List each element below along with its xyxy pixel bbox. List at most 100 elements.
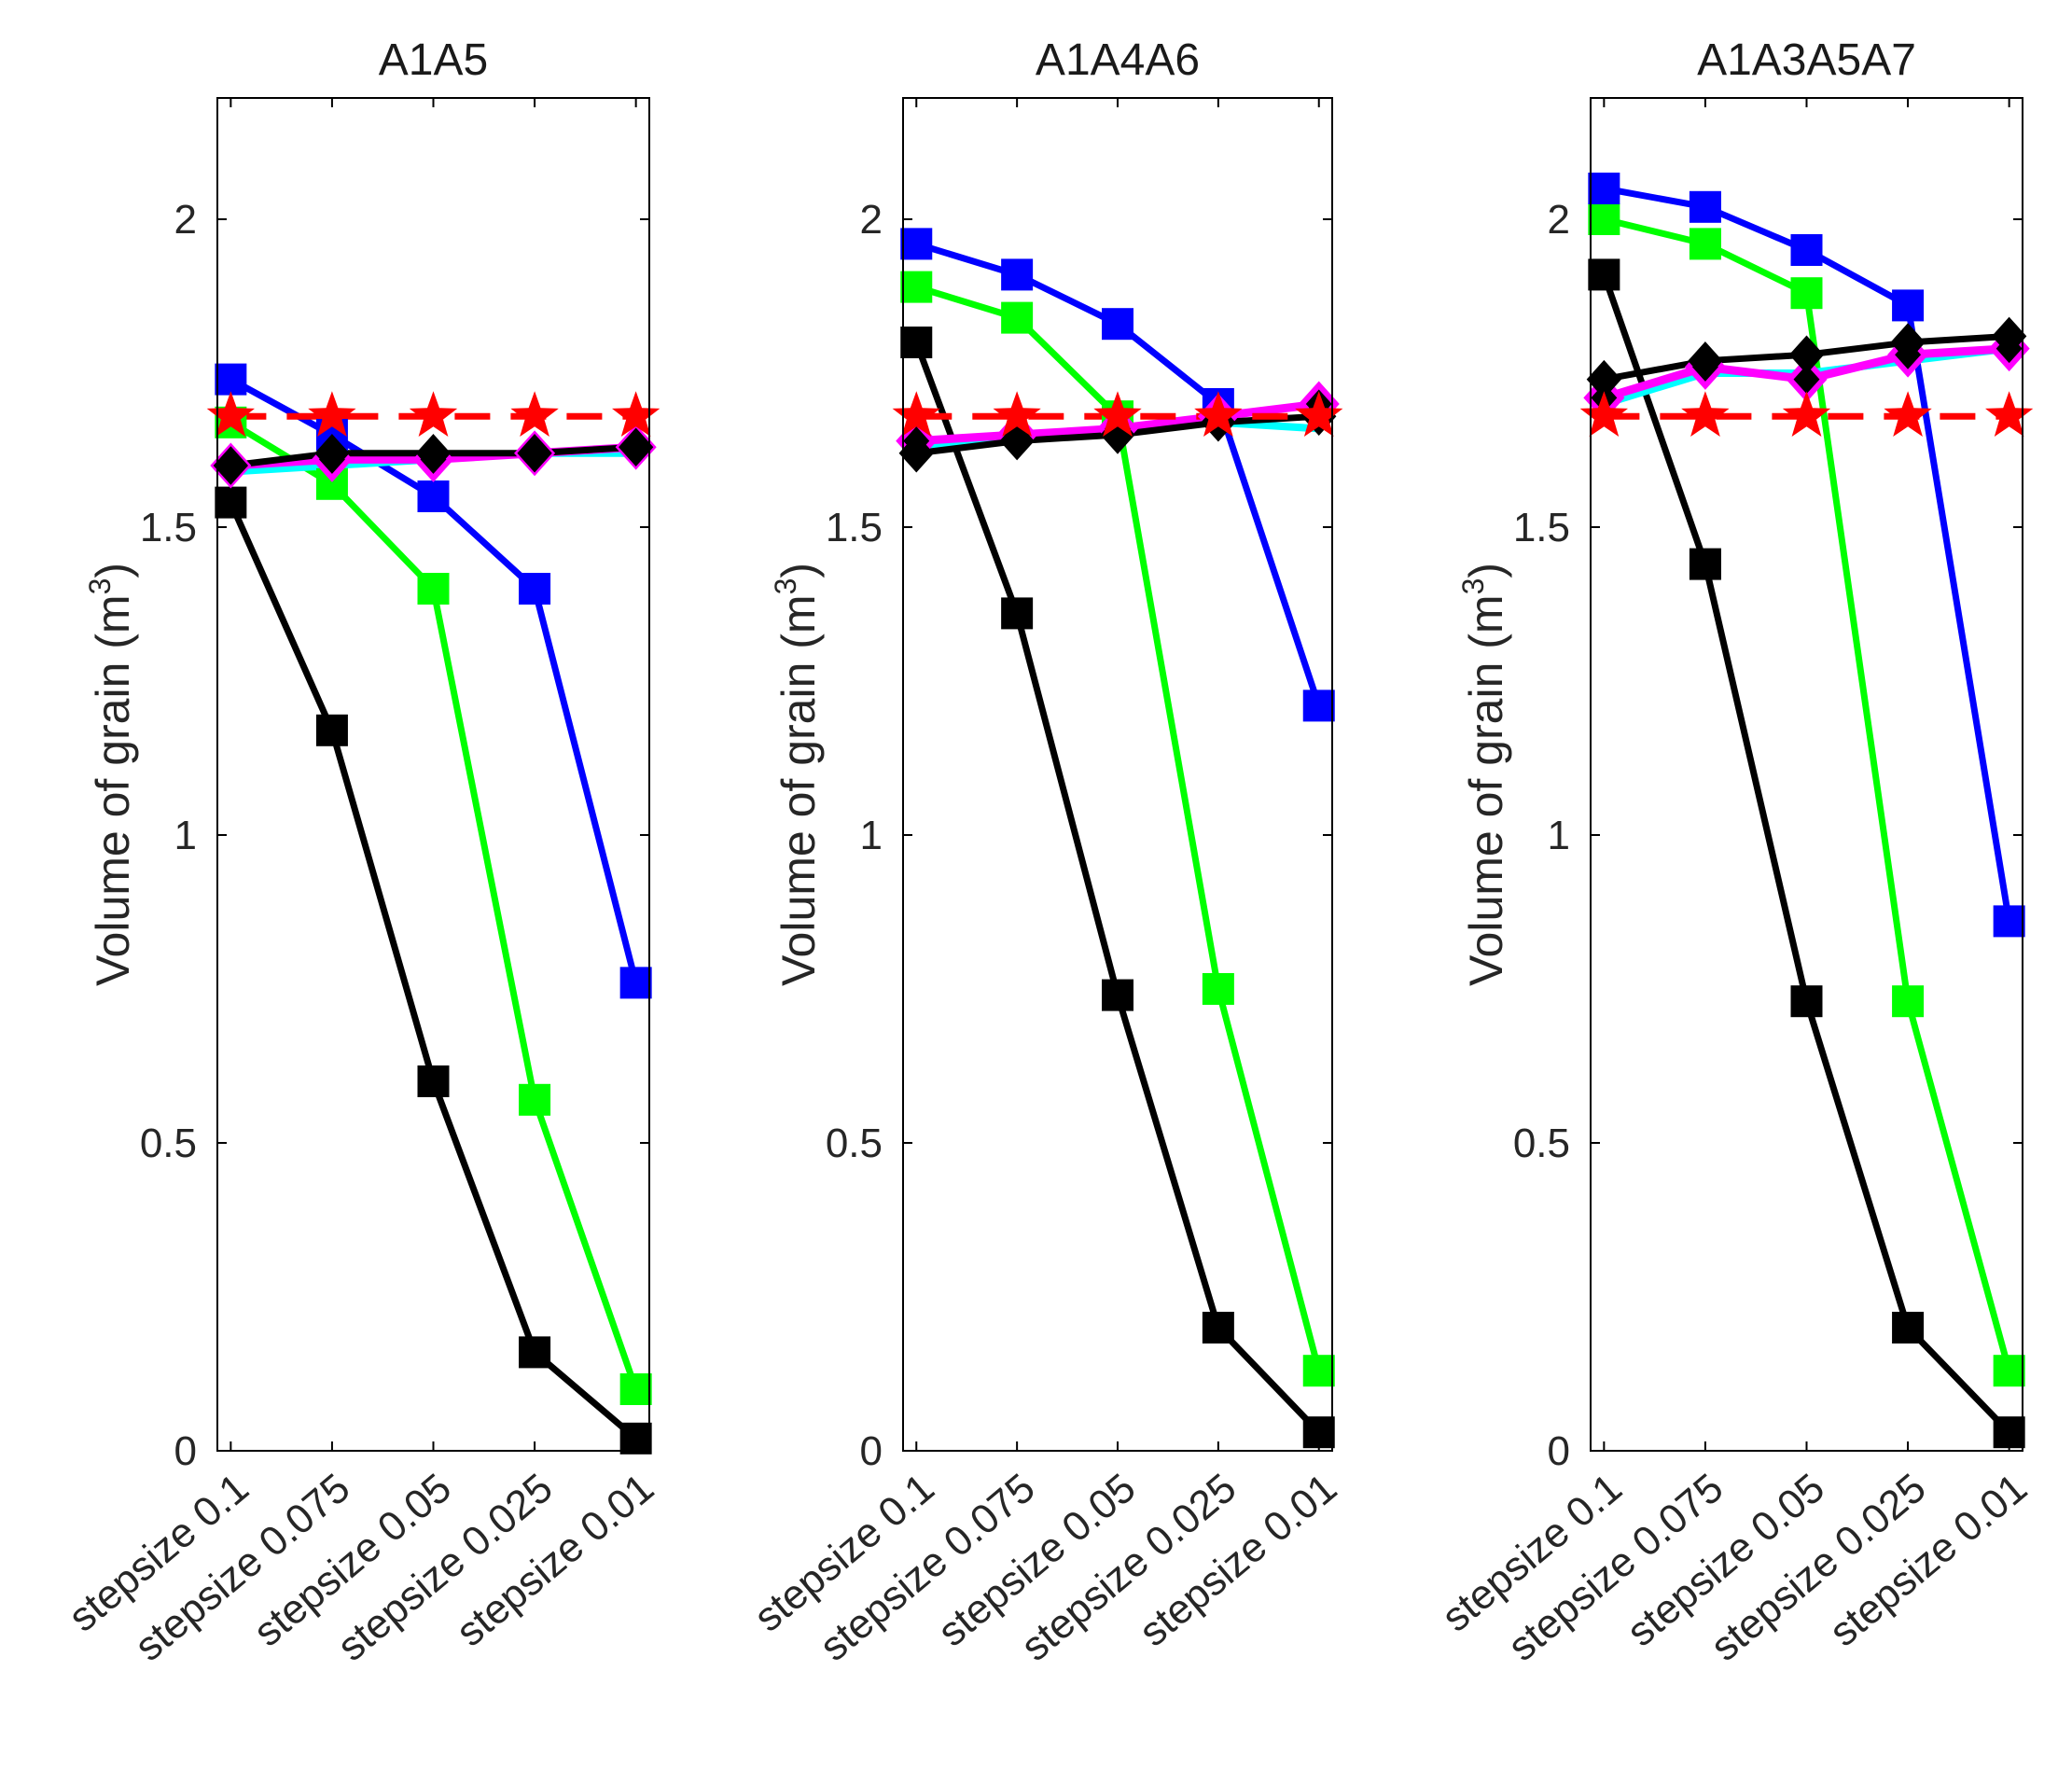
data-point-reference <box>1295 391 1343 437</box>
data-point-blue <box>417 480 450 512</box>
y-axis-label-superscript: 3 <box>83 578 117 595</box>
data-point-green <box>1001 301 1034 334</box>
data-point-green <box>1993 1355 2025 1387</box>
y-tick-label: 1 <box>860 813 883 858</box>
data-point-green <box>900 271 933 303</box>
y-axis-label-text: Volume of grain (m <box>1460 594 1512 986</box>
y-tick-label: 0 <box>860 1428 883 1474</box>
data-point-black-diamond <box>213 446 249 485</box>
data-point-reference <box>510 391 559 437</box>
y-tick-label: 0.5 <box>140 1121 197 1166</box>
data-point-blue <box>900 228 933 260</box>
data-point-blue <box>1892 289 1925 322</box>
data-point-black-diamond <box>314 434 350 473</box>
data-point-blue <box>1588 173 1620 204</box>
y-axis-label-close: ) <box>87 563 139 578</box>
data-point-black-square <box>1892 1312 1925 1343</box>
data-point-reference <box>1985 391 2034 437</box>
data-point-green <box>519 1083 551 1116</box>
data-point-blue <box>1689 190 1721 223</box>
data-point-black-square <box>519 1336 551 1369</box>
data-point-black-diamond <box>1890 323 1926 362</box>
data-point-black-diamond <box>618 427 654 466</box>
data-point-black-diamond <box>517 434 552 473</box>
y-axis-label-superscript: 3 <box>1456 578 1490 595</box>
data-point-green <box>1588 203 1620 235</box>
data-point-blue <box>1302 689 1335 722</box>
y-tick-label: 0.5 <box>1513 1121 1570 1166</box>
data-point-green <box>1689 228 1721 260</box>
y-axis-label-close: ) <box>772 563 825 578</box>
data-point-black-square <box>1993 1416 2025 1449</box>
data-point-reference <box>1782 391 1831 437</box>
y-tick-label: 1.5 <box>140 505 197 550</box>
data-point-black-diamond <box>898 434 934 473</box>
data-point-blue <box>1102 308 1133 341</box>
data-point-black-diamond <box>1991 316 2027 356</box>
data-point-reference <box>1194 391 1243 437</box>
y-axis-label-text: Volume of grain (m <box>87 594 139 986</box>
y-axis-label: Volume of grain (m3) <box>769 563 825 986</box>
data-point-green <box>417 573 450 605</box>
data-point-black-square <box>215 486 247 519</box>
data-point-reference <box>1884 391 1932 437</box>
data-point-blue <box>1993 905 2025 938</box>
data-point-reference <box>206 391 255 437</box>
data-point-green <box>1892 985 1925 1018</box>
y-tick-label: 1.5 <box>1513 505 1570 550</box>
data-point-black-square <box>1102 979 1133 1011</box>
data-point-green <box>1202 973 1234 1005</box>
data-point-black-square <box>1202 1312 1234 1343</box>
data-point-blue <box>519 573 551 605</box>
y-axis-label-superscript: 3 <box>769 578 802 595</box>
data-point-reference <box>1093 391 1142 437</box>
data-point-green <box>1302 1355 1335 1387</box>
data-point-black-square <box>900 327 933 358</box>
data-point-black-square <box>1790 985 1823 1018</box>
series-line-green <box>229 419 639 1391</box>
data-point-black-square <box>1689 548 1721 580</box>
y-tick-label: 1.5 <box>826 505 883 550</box>
y-axis-label: Volume of grain (m3) <box>1456 563 1512 986</box>
data-point-black-diamond <box>1688 341 1723 381</box>
y-tick-label: 0 <box>174 1428 197 1474</box>
data-point-reference <box>612 391 661 437</box>
chart-title: A1A3A5A7 <box>1697 35 1916 85</box>
data-point-black-square <box>417 1065 450 1097</box>
chart-title: A1A4A6 <box>1036 35 1200 85</box>
y-tick-label: 0 <box>1548 1428 1570 1474</box>
data-point-black-square <box>1001 597 1034 630</box>
data-point-reference <box>892 391 940 437</box>
y-axis-label-text: Volume of grain (m <box>772 594 825 986</box>
plot-frame <box>216 97 650 1452</box>
series-line-black-square <box>1601 273 2012 1435</box>
y-axis-label: Volume of grain (m3) <box>83 563 139 986</box>
data-point-reference <box>409 391 458 437</box>
data-point-black-square <box>315 714 348 746</box>
chart-title: A1A5 <box>379 35 488 85</box>
series-line-black-square <box>913 341 1322 1435</box>
data-point-blue <box>619 967 652 999</box>
data-point-reference <box>1579 391 1628 437</box>
data-point-black-diamond <box>415 434 452 473</box>
data-point-black-square <box>1302 1416 1335 1449</box>
y-tick-label: 2 <box>174 197 197 243</box>
data-point-reference <box>308 391 356 437</box>
plot-frame <box>1590 97 2023 1452</box>
y-tick-label: 1 <box>1548 813 1570 858</box>
data-point-black-square <box>619 1422 652 1455</box>
data-point-reference <box>993 391 1041 437</box>
data-point-blue <box>215 363 247 396</box>
y-tick-label: 2 <box>860 197 883 243</box>
y-tick-label: 0.5 <box>826 1121 883 1166</box>
data-point-blue <box>1001 258 1034 291</box>
y-tick-label: 2 <box>1548 197 1570 243</box>
y-axis-label-close: ) <box>1460 563 1512 578</box>
data-point-black-square <box>1588 258 1620 291</box>
data-point-blue <box>1790 234 1823 266</box>
data-point-black-diamond <box>1788 335 1825 374</box>
